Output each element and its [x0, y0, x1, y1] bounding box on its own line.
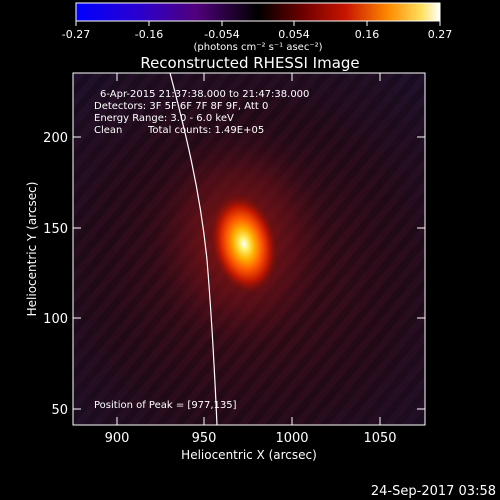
colorbar-tick-label: 0.27 — [428, 28, 453, 41]
x-tick-label: 1050 — [363, 431, 396, 446]
total-counts: Total counts: 1.49E+05 — [147, 125, 264, 136]
info-annotations: 6-Apr-2015 21:37:38.000 to 21:47:38.000 … — [94, 89, 309, 136]
x-tick-label: 1000 — [275, 431, 308, 446]
x-tick-label: 900 — [105, 431, 130, 446]
clean-label: Clean — [94, 125, 122, 136]
x-axis-ticks — [116, 73, 381, 425]
colorbar-tick-label: 0.054 — [278, 28, 310, 41]
footer-timestamp: 24-Sep-2017 03:58 — [371, 484, 496, 499]
colorbar-gradient — [75, 2, 441, 22]
time-range: 6-Apr-2015 21:37:38.000 to 21:47:38.000 — [100, 89, 309, 100]
y-tick-label: 100 — [43, 312, 68, 327]
colorbar: -0.27 -0.16 -0.054 0.054 0.16 0.27 (phot… — [62, 2, 453, 53]
flare-source — [209, 192, 279, 296]
colorbar-units-label: (photons cm⁻² s⁻¹ asec⁻²) — [193, 42, 322, 53]
detectors: Detectors: 3F 5F 6F 7F 8F 9F, Att 0 — [94, 101, 268, 112]
y-tick-label: 50 — [51, 403, 68, 418]
colorbar-tick-label: -0.054 — [204, 28, 239, 41]
peak-position: Position of Peak = [977,135] — [94, 400, 237, 411]
plot-frame — [72, 72, 426, 426]
x-tick-label: 950 — [192, 431, 217, 446]
y-tick-label: 200 — [43, 131, 68, 146]
plot-title: Reconstructed RHESSI Image — [140, 54, 359, 72]
colorbar-tick-label: -0.16 — [135, 28, 163, 41]
rhessi-image — [73, 73, 425, 425]
solar-limb — [169, 73, 218, 425]
x-axis-label: Heliocentric X (arcsec) — [181, 448, 317, 462]
colorbar-tick-label: 0.16 — [355, 28, 380, 41]
energy-range: Energy Range: 3.0 - 6.0 keV — [94, 113, 234, 124]
y-tick-label: 150 — [43, 222, 68, 237]
colorbar-tick-marks — [75, 21, 441, 26]
y-axis-label: Heliocentric Y (arcsec) — [25, 182, 39, 317]
y-axis-ticks — [73, 136, 425, 410]
colorbar-tick-label: -0.27 — [62, 28, 90, 41]
